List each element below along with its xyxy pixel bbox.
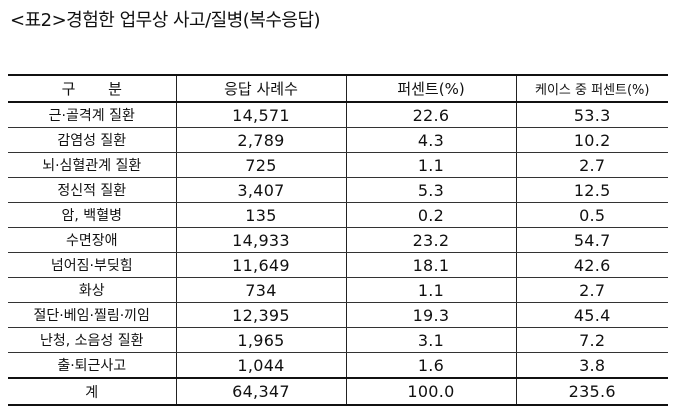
row-case-percent: 42.6 [515, 252, 668, 278]
table-row: 절단·베임·찔림·끼임 12,395 19.3 45.4 [8, 302, 668, 328]
header-category: 구 분 [8, 74, 176, 103]
row-count: 734 [175, 277, 346, 303]
row-count: 725 [175, 152, 346, 178]
row-label: 출·퇴근사고 [8, 352, 176, 379]
row-label: 정신적 질환 [8, 177, 176, 203]
row-percent: 4.3 [345, 127, 516, 153]
row-label: 난청, 소음성 질환 [8, 327, 176, 353]
row-label: 절단·베임·찔림·끼임 [8, 302, 176, 328]
row-percent: 22.6 [345, 102, 516, 128]
header-response-count: 응답 사례수 [175, 74, 346, 103]
row-count: 2,789 [175, 127, 346, 153]
row-percent: 18.1 [345, 252, 516, 278]
table-row: 감염성 질환 2,789 4.3 10.2 [8, 127, 668, 153]
total-percent: 100.0 [345, 377, 516, 406]
total-row: 계 64,347 100.0 235.6 [8, 377, 668, 406]
row-percent: 0.2 [345, 202, 516, 228]
table-row: 뇌·심혈관계 질환 725 1.1 2.7 [8, 152, 668, 178]
row-case-percent: 54.7 [515, 227, 668, 253]
row-count: 135 [175, 202, 346, 228]
table-row: 근·골격계 질환 14,571 22.6 53.3 [8, 102, 668, 128]
row-percent: 1.1 [345, 277, 516, 303]
row-percent: 23.2 [345, 227, 516, 253]
row-label: 근·골격계 질환 [8, 102, 176, 128]
row-percent: 5.3 [345, 177, 516, 203]
row-case-percent: 0.5 [515, 202, 668, 228]
table-row: 난청, 소음성 질환 1,965 3.1 7.2 [8, 327, 668, 353]
row-percent: 1.1 [345, 152, 516, 178]
row-percent: 19.3 [345, 302, 516, 328]
table-row: 출·퇴근사고 1,044 1.6 3.8 [8, 352, 668, 379]
table-row: 수면장애 14,933 23.2 54.7 [8, 227, 668, 253]
row-count: 1,965 [175, 327, 346, 353]
row-case-percent: 7.2 [515, 327, 668, 353]
row-case-percent: 3.8 [515, 352, 668, 379]
row-case-percent: 10.2 [515, 127, 668, 153]
row-label: 뇌·심혈관계 질환 [8, 152, 176, 178]
row-case-percent: 45.4 [515, 302, 668, 328]
total-case-percent: 235.6 [515, 377, 668, 406]
table-header-row: 구 분 응답 사례수 퍼센트(%) 케이스 중 퍼센트(%) [8, 74, 668, 103]
row-count: 12,395 [175, 302, 346, 328]
row-case-percent: 2.7 [515, 277, 668, 303]
statistics-table: 구 분 응답 사례수 퍼센트(%) 케이스 중 퍼센트(%) 근·골격계 질환 … [8, 74, 668, 406]
table-title: <표2>경험한 업무상 사고/질병(복수응답) [10, 10, 321, 31]
row-label: 넘어짐·부딪힘 [8, 252, 176, 278]
row-percent: 1.6 [345, 352, 516, 379]
table-row: 넘어짐·부딪힘 11,649 18.1 42.6 [8, 252, 668, 278]
row-percent: 3.1 [345, 327, 516, 353]
header-case-percent: 케이스 중 퍼센트(%) [515, 74, 668, 103]
row-count: 1,044 [175, 352, 346, 379]
total-label: 계 [8, 377, 176, 406]
row-label: 감염성 질환 [8, 127, 176, 153]
table-row: 화상 734 1.1 2.7 [8, 277, 668, 303]
row-case-percent: 2.7 [515, 152, 668, 178]
row-case-percent: 12.5 [515, 177, 668, 203]
row-count: 14,933 [175, 227, 346, 253]
row-label: 수면장애 [8, 227, 176, 253]
row-label: 화상 [8, 277, 176, 303]
row-count: 11,649 [175, 252, 346, 278]
row-label: 암, 백혈병 [8, 202, 176, 228]
header-percent: 퍼센트(%) [345, 74, 516, 103]
table-row: 암, 백혈병 135 0.2 0.5 [8, 202, 668, 228]
table-row: 정신적 질환 3,407 5.3 12.5 [8, 177, 668, 203]
row-count: 14,571 [175, 102, 346, 128]
row-case-percent: 53.3 [515, 102, 668, 128]
total-count: 64,347 [175, 377, 346, 406]
row-count: 3,407 [175, 177, 346, 203]
